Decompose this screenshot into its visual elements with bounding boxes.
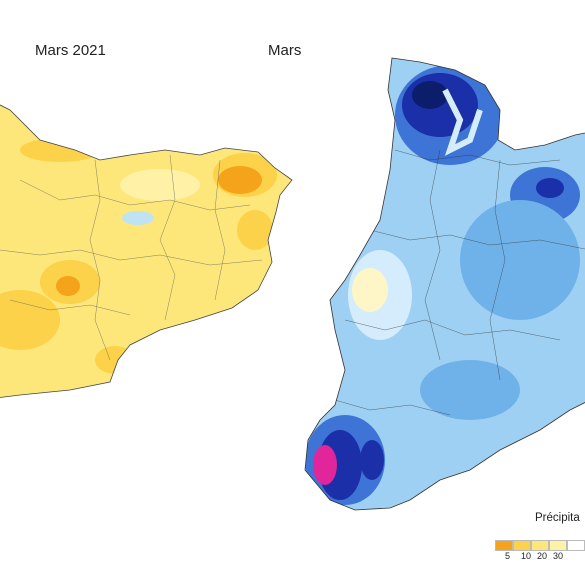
left-region-light — [120, 169, 200, 201]
right-precipitation-map — [290, 0, 585, 585]
right-region-snow — [442, 88, 483, 156]
left-map-title: Mars 2021 — [35, 42, 106, 59]
left-region-east — [237, 210, 273, 250]
legend-swatch — [567, 540, 585, 551]
right-map-svg — [304, 57, 585, 511]
left-region-wet — [122, 211, 154, 225]
right-region-delta — [360, 440, 384, 480]
legend-swatch — [531, 540, 549, 551]
legend-tick-label: 10 — [521, 551, 532, 561]
right-region-south — [420, 360, 520, 420]
left-region-center-dark — [56, 276, 80, 296]
legend-tick-label: 30 — [553, 551, 564, 561]
left-region-northeast-dark — [218, 166, 262, 194]
legend-tick-label: 20 — [537, 551, 548, 561]
left-map-outline — [0, 104, 293, 398]
right-region-pyrenees-deep — [412, 81, 448, 109]
left-region-south — [95, 346, 135, 374]
legend-swatch — [513, 540, 531, 551]
right-map-title: Mars — [268, 42, 302, 59]
left-region-southwest — [0, 290, 60, 350]
right-region-ebro-max — [313, 445, 337, 485]
legend-color-bar — [495, 540, 585, 551]
right-region-northeast-navy — [536, 178, 564, 198]
legend-swatch — [495, 540, 513, 551]
right-map-outline — [304, 57, 585, 511]
left-precipitation-map: Mars 2021 — [0, 42, 293, 400]
left-map-svg — [0, 95, 293, 400]
legend-swatch — [549, 540, 567, 551]
right-region-east — [460, 200, 580, 320]
right-region-dry — [352, 268, 388, 312]
left-region-north — [20, 138, 100, 162]
legend-tick-label: 5 — [505, 551, 511, 561]
legend-title: Précipita — [535, 512, 580, 524]
